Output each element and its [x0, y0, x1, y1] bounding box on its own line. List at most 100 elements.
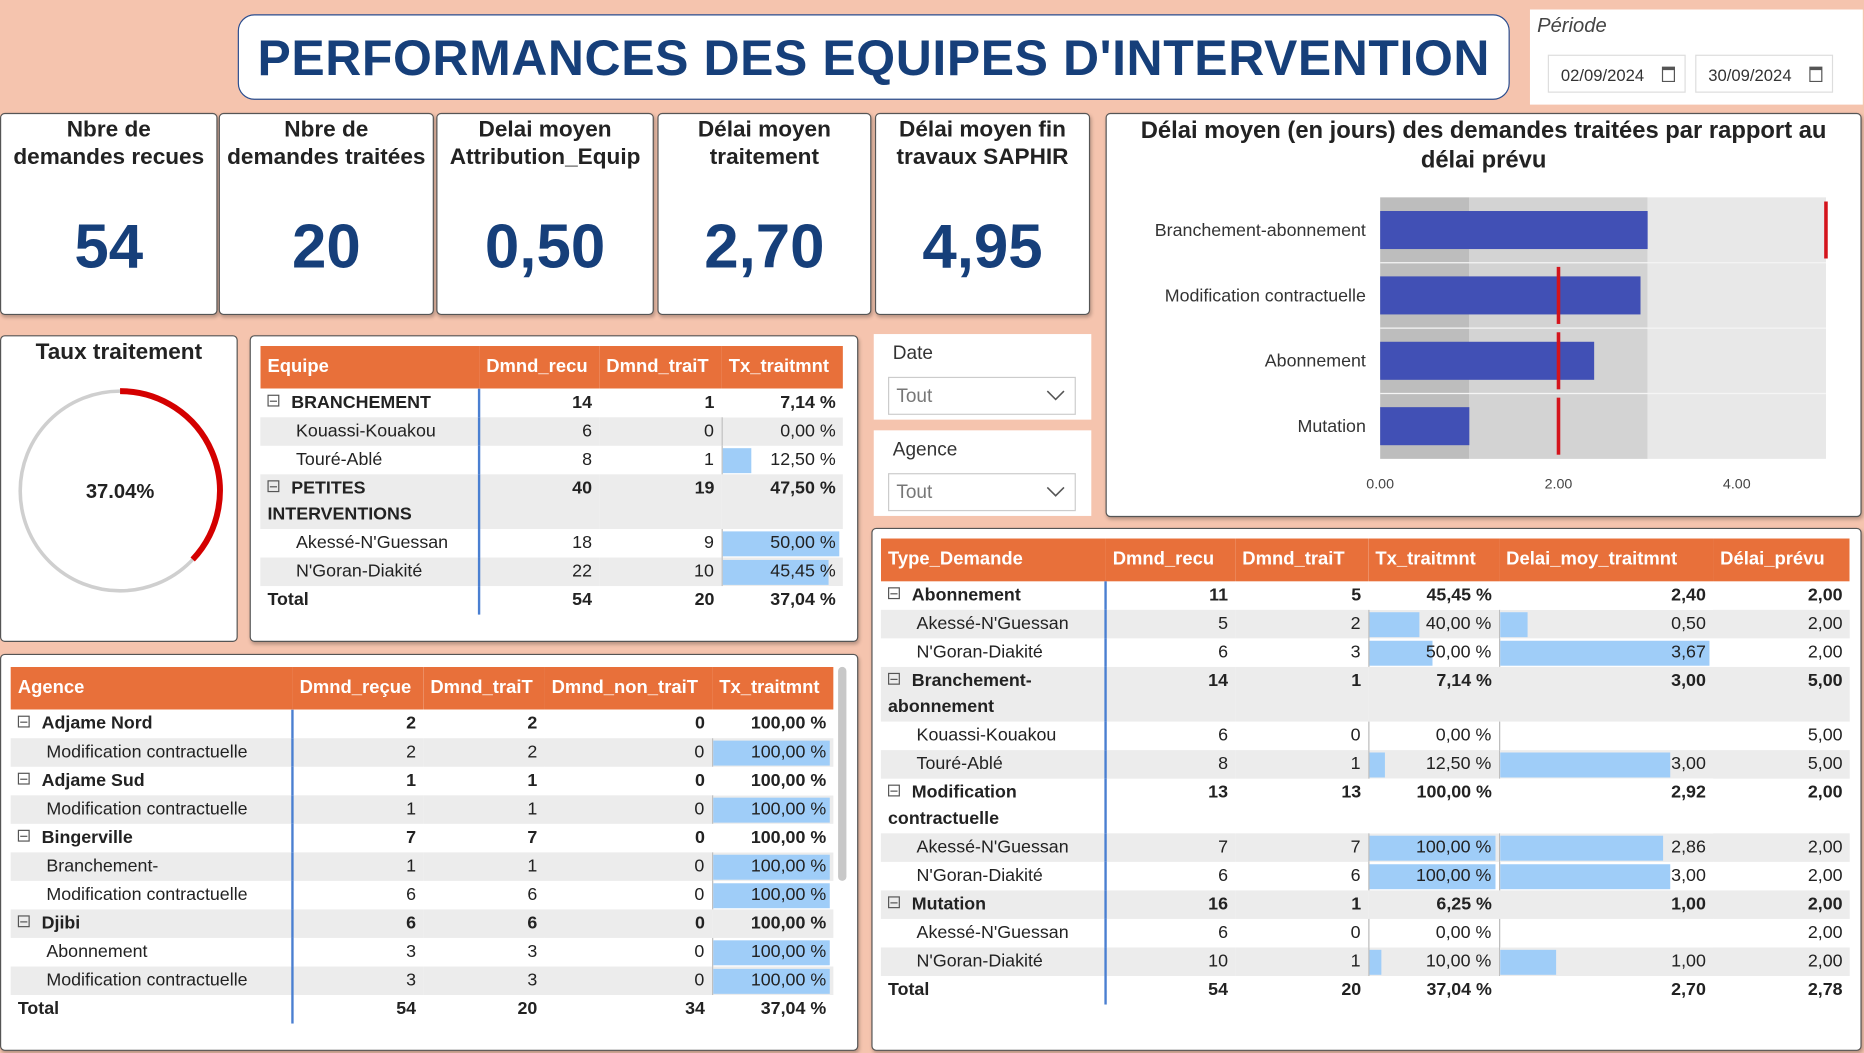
- column-header[interactable]: Tx_traitmnt: [712, 666, 834, 710]
- cell-value: 3: [406, 970, 417, 991]
- slicer-dropdown[interactable]: Tout: [888, 376, 1076, 415]
- cell-value: 0,00 %: [1435, 922, 1492, 943]
- cell-value: 34: [685, 998, 705, 1019]
- detail-row: N'Goran-Diakité 22 10 45,45 %: [260, 557, 843, 587]
- slicer-dropdown[interactable]: Tout: [888, 473, 1076, 512]
- collapse-icon[interactable]: [888, 672, 900, 685]
- bar: [1380, 211, 1648, 250]
- column-header[interactable]: Dmnd_traiT: [423, 666, 545, 710]
- table-cell: Total: [880, 975, 1107, 1005]
- page-title: PERFORMANCES DES EQUIPES D'INTERVENTION: [257, 29, 1491, 86]
- table-cell: Djibi: [10, 909, 294, 938]
- detail-row: N'Goran-Diakité 6 6 100,00 % 3,00 2,00: [880, 861, 1850, 891]
- collapse-icon[interactable]: [17, 915, 30, 928]
- data-bar: [1368, 752, 1385, 778]
- table-cell: 1: [423, 795, 545, 824]
- row-label: Kouassi-Kouakou: [296, 420, 436, 442]
- table-cell: N'Goran-Diakité: [880, 947, 1107, 976]
- row-label: PETITES INTERVENTIONS: [267, 477, 412, 525]
- cell-value: 0: [695, 912, 705, 934]
- category-label: Mutation: [1298, 416, 1366, 436]
- gauge: 37.04%: [18, 388, 223, 593]
- cell-value: 16: [1208, 893, 1229, 915]
- kpi-card: Délai moyen fin travaux SAPHIR 4,95: [874, 112, 1091, 316]
- table-cell: 40: [479, 474, 600, 530]
- data-bar: [712, 883, 830, 909]
- cell-value: 0: [1350, 725, 1361, 746]
- table-cell: 45,45 %: [1368, 581, 1499, 610]
- category-label: Abonnement: [1265, 351, 1366, 371]
- table-cell: 54: [1106, 976, 1236, 1005]
- column-header[interactable]: Délai_prévu: [1713, 538, 1850, 582]
- date-input[interactable]: 02/09/2024: [1547, 54, 1686, 93]
- collapse-icon[interactable]: [17, 772, 30, 785]
- table-cell: 6: [1106, 919, 1236, 948]
- total-row: Total 54 20 34 37,04 %: [10, 995, 834, 1024]
- collapse-icon[interactable]: [17, 829, 30, 842]
- collapse-icon[interactable]: [267, 394, 280, 407]
- table-cell: 20: [599, 586, 721, 615]
- collapse-icon[interactable]: [17, 715, 30, 728]
- table-cell: 1: [599, 389, 721, 418]
- table-cell: 54: [292, 995, 423, 1024]
- table-cell: Akessé-N'Guessan: [260, 529, 481, 558]
- column-header[interactable]: Dmnd_recu: [479, 345, 600, 389]
- table-cell: Adjame Sud: [10, 766, 294, 796]
- detail-row: Akessé-N'Guessan 18 9 50,00 %: [260, 529, 843, 558]
- cell-value: 0,00 %: [780, 420, 836, 442]
- cell-value: 11: [1209, 584, 1229, 606]
- cell-value: 0: [694, 798, 705, 820]
- date-input[interactable]: 30/09/2024: [1695, 54, 1834, 93]
- cell-value: 1: [406, 798, 417, 820]
- collapse-icon[interactable]: [267, 480, 280, 493]
- table-cell: 3,00: [1499, 666, 1714, 722]
- cell-value: 20: [694, 589, 715, 610]
- slicer-value: Tout: [896, 386, 933, 407]
- table-cell: 6: [1235, 862, 1368, 891]
- cell-value: 100,00 %: [750, 970, 827, 991]
- cell-value: 54: [572, 589, 593, 610]
- table-cell: 100,00 %: [712, 824, 833, 853]
- column-header[interactable]: Delai_moy_traitmnt: [1499, 538, 1714, 582]
- column-header[interactable]: Dmnd_traiT: [599, 345, 722, 389]
- collapse-icon[interactable]: [888, 784, 900, 797]
- group-row: Abonnement 11 5 45,45 % 2,40 2,00: [880, 581, 1850, 610]
- cell-value: 0,50: [1671, 613, 1706, 634]
- cell-value: 2: [1350, 613, 1361, 634]
- gauge-panel: Taux traitement 37.04%: [0, 335, 238, 642]
- row-label: Akessé-N'Guessan: [916, 613, 1069, 634]
- cell-value: 6: [406, 912, 417, 934]
- column-header[interactable]: Equipe: [260, 345, 480, 389]
- row-label: N'Goran-Diakité: [296, 561, 423, 582]
- table-cell: 1: [1235, 947, 1369, 976]
- table-cell: 6: [423, 881, 544, 910]
- cell-value: 2,86: [1671, 836, 1706, 858]
- cell-value: 1: [406, 770, 417, 791]
- table-cell: N'Goran-Diakité: [880, 861, 1107, 891]
- data-bar: [1499, 864, 1671, 890]
- cell-value: 5,00: [1807, 725, 1843, 746]
- column-header[interactable]: Dmnd_traiT: [1235, 538, 1369, 582]
- column-header[interactable]: Dmnd_non_traiT: [544, 666, 713, 710]
- column-header[interactable]: Tx_traitmnt: [1368, 538, 1500, 582]
- column-header[interactable]: Agence: [10, 666, 293, 710]
- collapse-icon[interactable]: [888, 896, 900, 909]
- column-header[interactable]: Tx_traitmnt: [721, 345, 843, 389]
- table-cell: Abonnement: [880, 581, 1107, 610]
- column-header[interactable]: Dmnd_reçue: [292, 666, 424, 710]
- table-cell: Branchement-: [10, 852, 294, 881]
- cell-value: 100,00 %: [750, 827, 827, 848]
- cell-value: 1: [704, 392, 715, 413]
- table-cell: 22: [479, 557, 600, 587]
- table-cell: 7: [1235, 833, 1369, 862]
- column-header[interactable]: Dmnd_recu: [1105, 538, 1236, 582]
- data-bar: [1368, 864, 1495, 890]
- table-cell: 37,04 %: [1368, 976, 1499, 1005]
- column-header[interactable]: Type_Demande: [880, 538, 1106, 582]
- cell-value: 54: [396, 998, 417, 1019]
- collapse-icon[interactable]: [888, 587, 900, 600]
- cell-value: 37,04 %: [1426, 979, 1492, 1000]
- cell-value: 3: [527, 970, 538, 991]
- table-cell: 6: [423, 909, 545, 938]
- table-cell: Adjame Nord: [10, 709, 294, 739]
